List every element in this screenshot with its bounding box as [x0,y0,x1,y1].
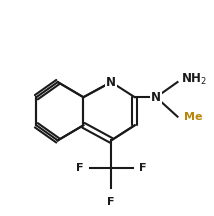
Text: N: N [106,76,116,89]
Text: F: F [107,197,115,206]
Text: F: F [76,164,83,173]
Text: Me: Me [184,112,202,122]
Text: NH$_2$: NH$_2$ [181,72,207,87]
Text: N: N [151,91,161,104]
Text: F: F [139,164,147,173]
